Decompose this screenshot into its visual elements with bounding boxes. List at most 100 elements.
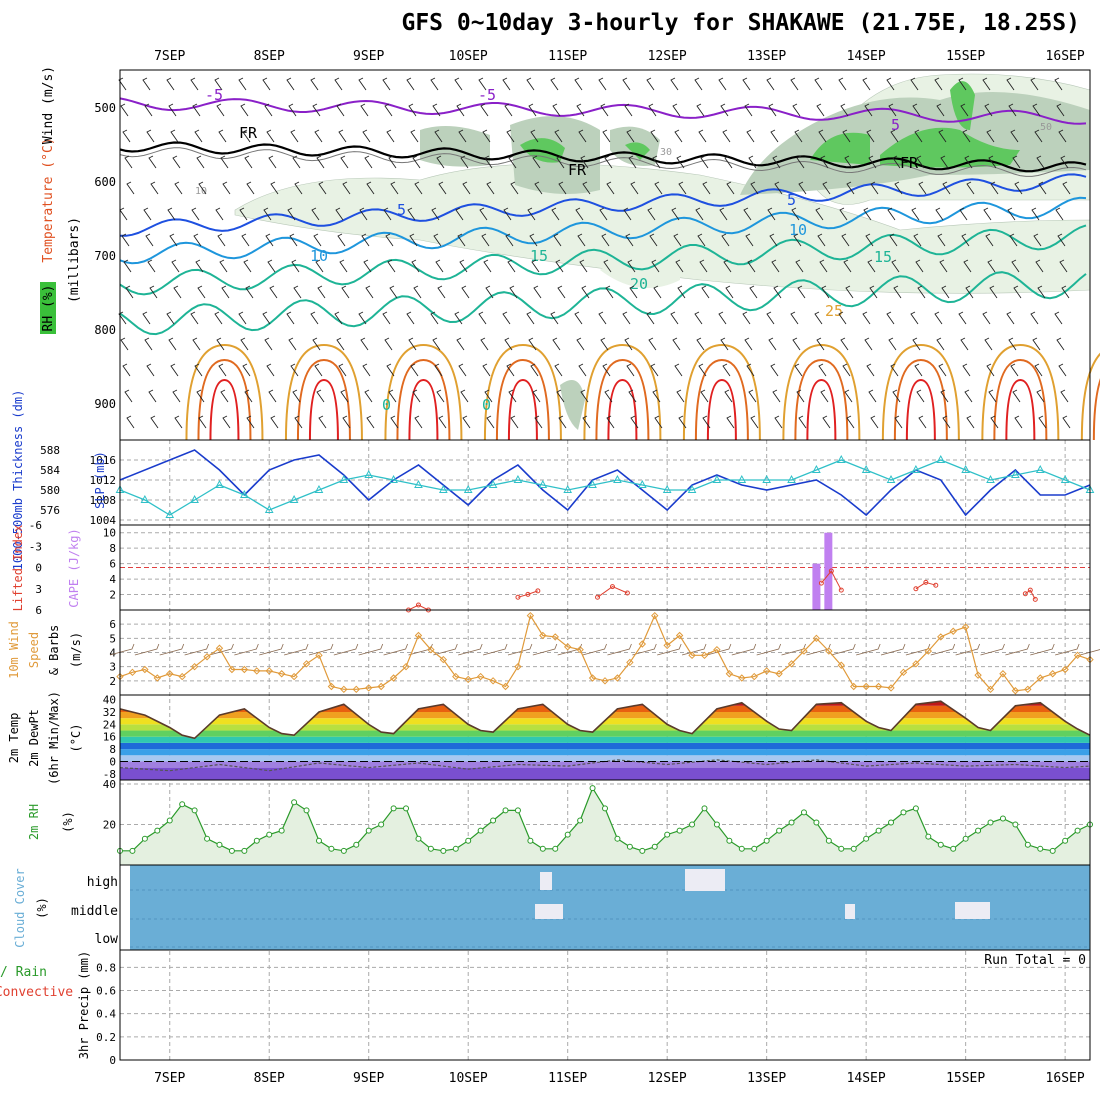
wind-barb [818,129,827,143]
temperature-contour [120,173,1087,237]
sfc-wind-point [899,668,908,677]
wind-barb [795,259,804,273]
sfc-wind-point [651,611,659,620]
lifted-index-point [818,580,824,586]
wind-barb [912,103,921,117]
wind-barb [340,155,349,169]
rh-point [1024,841,1031,848]
wind-barb [170,129,179,143]
wind-barb [220,389,229,403]
wind-barb [1030,311,1039,325]
wind-barb [838,77,847,91]
wind-barb [238,77,247,91]
thickness-point [861,464,871,473]
wind-barb [528,103,537,117]
wind-barb [863,207,872,221]
wind-barb [478,311,487,325]
wind-barb [794,363,803,377]
cape-tick: 2 [109,589,116,602]
wind-barb [484,389,493,403]
wind-barb [430,77,439,91]
wind-barb [966,181,975,195]
wind-barb [718,77,727,91]
wind-barb [504,337,513,351]
wind-barb [575,207,584,221]
wind-barb [886,311,895,325]
wind-barb [842,363,851,377]
wind-barb [578,129,587,143]
cloud-bar [955,902,990,919]
thickness-point [314,484,324,493]
wind-barb [122,363,131,377]
wind-barb [866,129,875,143]
temperature-contour [694,358,749,441]
wind-barb [602,129,611,143]
sfc-wind-barb [532,643,558,656]
sfc-wind-point [613,674,622,682]
temp-tick: 24 [103,718,117,731]
wind-barb [574,311,583,325]
wind-barb [527,207,536,221]
axis-label-wind-c: & Barbs [47,625,61,676]
wind-barb [1056,103,1065,117]
wind-barb [554,363,563,377]
wind-barb [1008,103,1017,117]
axis-label-thickness: 1000-500mb Thickness (dm) [11,390,25,571]
wind-barb [386,363,395,377]
lifted-index-point [624,590,630,596]
upper-air-frame [119,69,1091,441]
sfc-wind-point [725,670,734,678]
wind-barb [144,337,153,351]
wind-barb [1059,259,1068,273]
wind-barb [580,389,589,403]
wind-barb [318,415,327,429]
wind-barb [770,363,779,377]
wind-barb [240,337,249,351]
wind-barb [557,285,566,299]
wind-tick: 6 [109,618,116,631]
wind-barb [622,311,631,325]
wind-barb [846,181,855,195]
rh-point [490,817,497,824]
wind-barb [579,259,588,273]
wind-barb [120,103,129,117]
thickness-point [588,479,597,488]
wind-barb [821,285,830,299]
thickness-point [215,479,224,488]
wind-barb [939,259,948,273]
sfc-wind-point [352,685,360,694]
rh-point [241,847,248,854]
wind-barb [169,233,178,247]
rh-point [863,835,870,842]
wind-barb [434,129,443,143]
sfc-wind-barb [507,643,533,656]
date-label-bottom: 8SEP [254,1071,285,1086]
wind-barb [838,311,847,325]
temperature-contour [119,196,1087,265]
sfc-wind-point [688,651,696,660]
sfc-wind-point [340,685,348,694]
thickness-point [712,474,722,483]
wind-barb [867,259,876,273]
wind-barb [698,129,707,143]
wind-barb [700,389,709,403]
sfc-wind-point [389,674,398,682]
wind-barb [606,415,615,429]
wind-barb [1014,181,1023,195]
wind-barb [364,389,373,403]
sfc-wind-barb [234,643,259,656]
wind-barb [239,207,248,221]
sfc-wind-barb [756,643,782,656]
wind-barb [743,207,752,221]
rh-point [937,841,944,848]
wind-barb [868,389,877,403]
wind-barb [744,337,753,351]
wind-barb [1006,77,1015,91]
pressure-tick: 800 [94,323,116,337]
temperature-contour [881,343,960,441]
wind-barb [958,77,967,91]
sfc-wind-barb [607,643,632,656]
wind-barb [626,129,635,143]
wind-barb [766,77,775,91]
wind-barb [389,285,398,299]
